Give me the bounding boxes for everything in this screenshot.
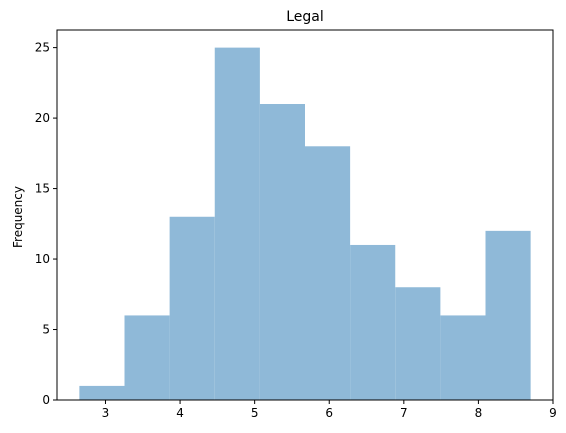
bars-group xyxy=(79,47,531,400)
x-tick-label: 9 xyxy=(549,406,557,420)
x-axis-ticks: 3 4 5 6 7 8 9 xyxy=(102,400,557,420)
y-tick-label: 20 xyxy=(35,111,50,125)
histogram-bar xyxy=(259,104,305,400)
histogram-bar xyxy=(169,216,215,400)
histogram-bar xyxy=(485,230,531,400)
x-tick-label: 3 xyxy=(102,406,110,420)
x-tick-label: 6 xyxy=(325,406,333,420)
histogram-bar xyxy=(214,47,260,400)
histogram-bar xyxy=(440,315,486,400)
y-axis-ticks: 0 5 10 15 20 25 xyxy=(35,41,57,407)
y-axis-label: Frequency xyxy=(11,186,25,248)
x-tick-label: 5 xyxy=(251,406,259,420)
histogram-bar xyxy=(395,287,441,400)
y-tick-label: 0 xyxy=(42,393,50,407)
y-tick-label: 5 xyxy=(42,323,50,337)
histogram-bar xyxy=(305,146,351,400)
y-tick-label: 15 xyxy=(35,182,50,196)
x-tick-label: 8 xyxy=(475,406,483,420)
histogram-bar xyxy=(79,385,125,400)
y-tick-label: 25 xyxy=(35,41,50,55)
x-tick-label: 4 xyxy=(176,406,184,420)
x-tick-label: 7 xyxy=(400,406,408,420)
y-tick-label: 10 xyxy=(35,252,50,266)
histogram-bar xyxy=(124,315,170,400)
plot-frame xyxy=(56,29,554,401)
chart-title: Legal xyxy=(286,9,324,25)
histogram-bar xyxy=(350,244,396,400)
